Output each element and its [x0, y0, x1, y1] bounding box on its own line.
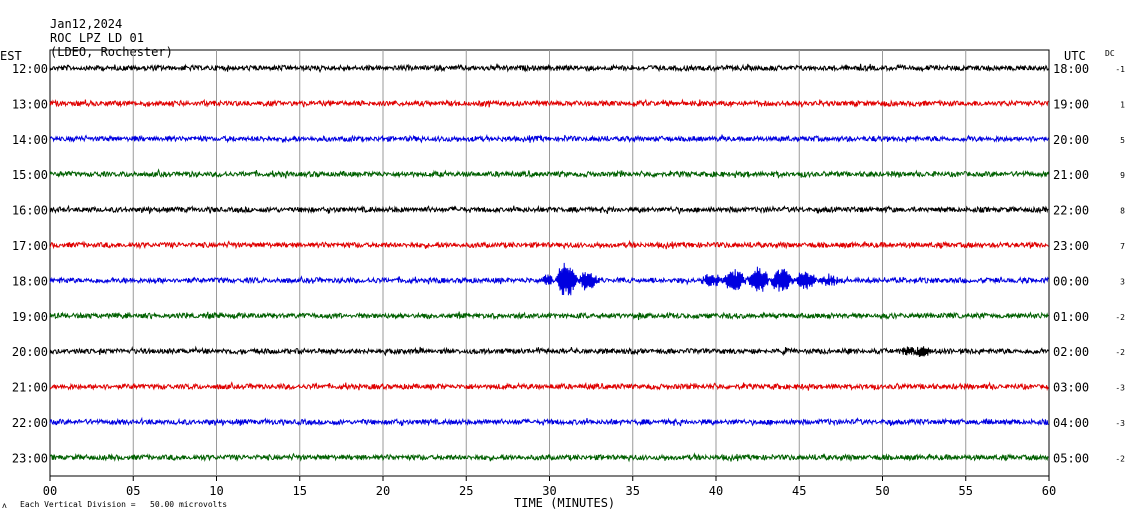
utc-time-label: 04:00: [1053, 416, 1089, 430]
est-time-label: 23:00: [12, 451, 48, 465]
dc-value: 3: [1120, 277, 1125, 286]
est-time-label: 16:00: [12, 204, 48, 218]
est-time-label: 18:00: [12, 274, 48, 288]
utc-zone-label: UTC: [1064, 49, 1086, 63]
trace-1300-line: [49, 98, 1049, 108]
x-tick-label: 10: [209, 484, 223, 498]
utc-time-label: 01:00: [1053, 310, 1089, 324]
trace-1900-line: [49, 311, 1049, 321]
dc-header-label: DC: [1105, 49, 1115, 58]
footer-mark: ᴧ: [2, 501, 7, 510]
est-time-label: 13:00: [12, 97, 48, 111]
est-time-label: 14:00: [12, 133, 48, 147]
station-label: ROC LPZ LD 01: [50, 31, 144, 45]
trace-2200-line: [49, 416, 1049, 427]
est-time-label: 15:00: [12, 168, 48, 182]
trace-1500-line: [49, 168, 1049, 179]
utc-time-label: 05:00: [1053, 451, 1089, 465]
est-time-label: 22:00: [12, 416, 48, 430]
utc-time-label: 00:00: [1053, 274, 1089, 288]
x-tick-label: 25: [459, 484, 473, 498]
dc-value: -2: [1115, 454, 1125, 463]
scale-note: Each Vertical Division = 50.00 microvolt…: [20, 500, 228, 509]
trace-1400-line: [49, 133, 1049, 144]
dc-value: -2: [1115, 313, 1125, 322]
dc-value: -3: [1115, 419, 1125, 428]
x-tick-label: 15: [293, 484, 307, 498]
utc-time-label: 19:00: [1053, 97, 1089, 111]
est-time-label: 21:00: [12, 381, 48, 395]
dc-value: 5: [1120, 136, 1125, 145]
dc-value: 7: [1120, 242, 1125, 251]
dc-value: -2: [1115, 348, 1125, 357]
x-tick-label: 60: [1042, 484, 1056, 498]
utc-time-label: 22:00: [1053, 204, 1089, 218]
date-label: Jan12,2024: [50, 17, 123, 31]
x-axis-title: TIME (MINUTES): [514, 496, 616, 510]
utc-time-label: 02:00: [1053, 345, 1089, 359]
utc-time-label: 18:00: [1053, 62, 1089, 76]
x-tick-label: 20: [376, 484, 390, 498]
dc-value: 9: [1120, 171, 1125, 180]
utc-time-label: 21:00: [1053, 168, 1089, 182]
x-tick-label: 30: [542, 484, 556, 498]
est-time-label: 19:00: [12, 310, 48, 324]
trace-2100-line: [49, 381, 1049, 392]
utc-time-label: 03:00: [1053, 381, 1089, 395]
est-zone-label: EST: [0, 49, 22, 63]
trace-2300-line: [49, 452, 1049, 463]
x-tick-label: 00: [43, 484, 57, 498]
x-tick-label: 40: [709, 484, 723, 498]
trace-1800-line: [49, 262, 1049, 296]
network-label: (LDEO, Rochester): [50, 45, 173, 59]
est-time-label: 20:00: [12, 345, 48, 359]
dc-value: -3: [1115, 384, 1125, 393]
x-tick-label: 45: [792, 484, 806, 498]
x-tick-label: 35: [626, 484, 640, 498]
trace-2000-line: [49, 345, 1049, 358]
utc-time-label: 20:00: [1053, 133, 1089, 147]
dc-value: -1: [1115, 65, 1125, 74]
dc-value: 1: [1120, 100, 1125, 109]
est-time-label: 17:00: [12, 239, 48, 253]
x-tick-label: 05: [126, 484, 140, 498]
x-tick-label: 50: [875, 484, 889, 498]
trace-1200-line: [49, 63, 1049, 74]
trace-1600-line: [49, 204, 1049, 215]
trace-1700-line: [49, 239, 1049, 250]
x-tick-label: 55: [959, 484, 973, 498]
est-time-label: 12:00: [12, 62, 48, 76]
dc-value: 8: [1120, 207, 1125, 216]
utc-time-label: 23:00: [1053, 239, 1089, 253]
